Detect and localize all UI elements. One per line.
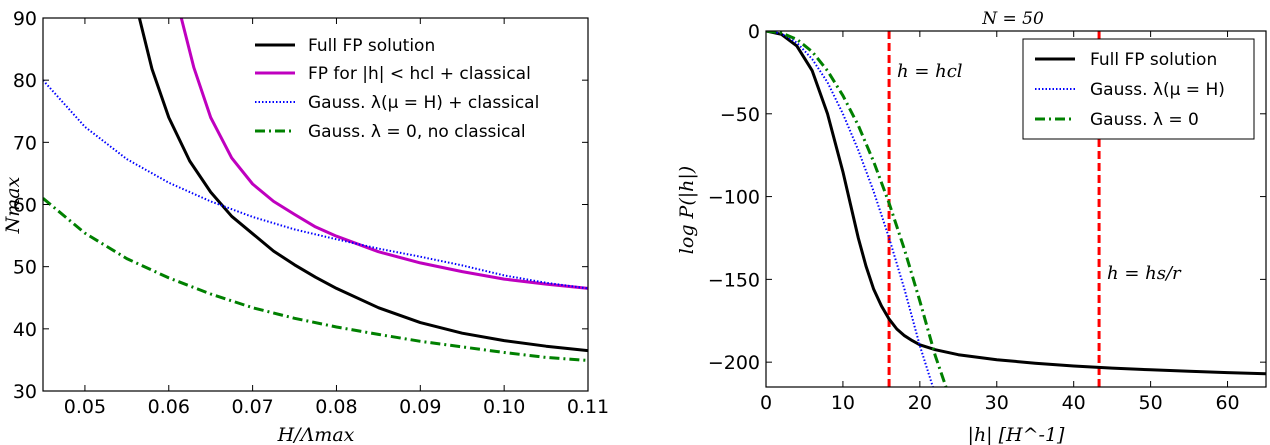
right-legend-label-full-fp: Full FP solution xyxy=(1090,50,1217,70)
right-axis-ticks: 0 10 20 30 40 50 60 0 −50 −100 −150 −200 xyxy=(708,21,1266,414)
right-x-tick-label: 0 xyxy=(760,392,772,414)
annotation-h-sr: h = hs/r xyxy=(1107,263,1182,284)
left-y-axis-label: Nmax xyxy=(2,176,24,234)
right-x-axis-label: |h| [H^-1] xyxy=(968,424,1065,445)
right-legend: Full FP solution Gauss. λ(μ = H) Gauss. … xyxy=(1022,38,1255,140)
right-x-tick-label: 30 xyxy=(985,392,1009,414)
right-series-gauss-0 xyxy=(766,31,948,387)
left-y-tick-label: 40 xyxy=(13,319,37,341)
right-x-tick-label: 20 xyxy=(908,392,932,414)
left-legend-label-gauss-lambda-0: Gauss. λ = 0, no classical xyxy=(308,122,526,142)
left-series-gauss-h-classical xyxy=(43,79,588,290)
right-y-axis-label: log P(|h|) xyxy=(676,166,698,254)
left-series-full-fp-solution xyxy=(137,18,588,353)
right-chart: N = 50 0 10 20 30 40 50 60 0 −50 −100 −150 −200 h =… xyxy=(676,9,1267,445)
right-chart-title: N = 50 xyxy=(981,9,1044,29)
left-legend: Full FP solution FP for |h| < hcl + clas… xyxy=(255,36,539,142)
left-plot-lines xyxy=(43,18,588,362)
right-y-tick-label: 0 xyxy=(748,21,760,43)
right-plot-frame xyxy=(765,30,1267,388)
right-series-full-fp-solution xyxy=(766,31,1266,376)
left-y-tick-label: 90 xyxy=(13,8,37,30)
left-x-tick-label: 0.09 xyxy=(399,396,441,418)
right-y-tick-label: −50 xyxy=(720,104,760,126)
left-y-tick-label: 70 xyxy=(13,132,37,154)
right-y-tick-label: −200 xyxy=(708,352,760,374)
left-x-tick-label: 0.05 xyxy=(64,396,106,418)
left-x-tick-label: 0.11 xyxy=(567,396,609,418)
left-x-tick-label: 0.07 xyxy=(231,396,273,418)
right-x-tick-label: 40 xyxy=(1062,392,1086,414)
left-series-gauss-0-no-classical xyxy=(43,197,588,362)
right-series-gauss-h xyxy=(766,31,934,387)
left-y-tick-label: 50 xyxy=(13,257,37,279)
left-x-tick-label: 0.06 xyxy=(148,396,190,418)
right-plot-lines xyxy=(766,31,1266,387)
left-legend-label-gauss-lambda-h: Gauss. λ(μ = H) + classical xyxy=(308,93,539,113)
left-legend-label-full-fp: Full FP solution xyxy=(308,36,435,56)
right-legend-label-gauss-lambda-0: Gauss. λ = 0 xyxy=(1090,110,1199,130)
left-y-tick-label: 30 xyxy=(13,381,37,403)
left-legend-label-fp-hcl: FP for |h| < hcl + classical xyxy=(308,64,531,84)
annotation-h-cl: h = hcl xyxy=(897,61,963,82)
right-x-tick-label: 60 xyxy=(1215,392,1239,414)
left-x-tick-label: 0.10 xyxy=(483,396,525,418)
left-chart: 0.05 0.06 0.07 0.08 0.09 0.10 0.11 30 40 50 60 70 80… xyxy=(2,8,609,445)
right-legend-label-gauss-lambda-h: Gauss. λ(μ = H) xyxy=(1090,80,1225,100)
right-y-tick-label: −100 xyxy=(708,187,760,209)
left-y-tick-label: 60 xyxy=(13,195,37,217)
left-axis-ticks: 0.05 0.06 0.07 0.08 0.09 0.10 0.11 30 40 50 60 70 80… xyxy=(13,8,609,418)
right-legend-box xyxy=(1022,38,1255,140)
right-x-tick-label: 10 xyxy=(831,392,855,414)
left-x-tick-label: 0.08 xyxy=(315,396,357,418)
right-y-tick-label: −150 xyxy=(708,269,760,291)
left-y-tick-label: 80 xyxy=(13,70,37,92)
left-x-axis-label: H/Λmax xyxy=(277,424,355,445)
left-series-fp-for-h-hcl-classical xyxy=(179,18,588,290)
right-x-tick-label: 50 xyxy=(1139,392,1163,414)
